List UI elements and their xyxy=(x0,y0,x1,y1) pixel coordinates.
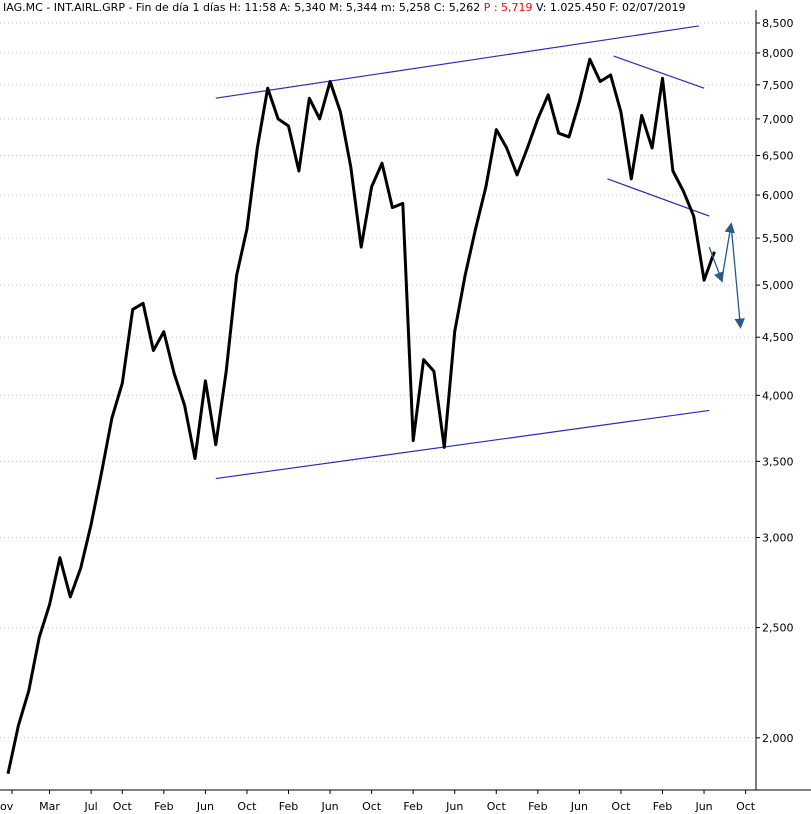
y-tick-label: 6,500 xyxy=(762,150,794,163)
projection-arrow xyxy=(721,222,735,281)
high-value: M: 5,344 xyxy=(329,1,378,14)
y-tick-label: 5,500 xyxy=(762,232,794,245)
price-line xyxy=(6,57,716,775)
x-tick-label: Oct xyxy=(113,800,133,813)
x-tick-label: Feb xyxy=(279,800,298,813)
hour-value: H: 11:58 xyxy=(229,1,277,14)
trendlines xyxy=(215,25,710,480)
trendline xyxy=(215,409,710,480)
low-value: m: 5,258 xyxy=(380,1,431,14)
volume-value: V: 1.025.450 xyxy=(536,1,606,14)
trendline xyxy=(613,55,705,89)
y-tick-label: 3,000 xyxy=(762,531,794,544)
open-value: A: 5,340 xyxy=(279,1,326,14)
x-tick-label: Oct xyxy=(736,800,756,813)
x-tick-label: Feb xyxy=(403,800,422,813)
x-tick-label: Jun xyxy=(694,800,712,813)
y-tick-label: 7,000 xyxy=(762,113,794,126)
x-tick-label: Oct xyxy=(362,800,382,813)
x-tick-label: Jun xyxy=(196,800,214,813)
close-value: C: 5,262 xyxy=(433,1,481,14)
grid-lines xyxy=(0,22,756,739)
x-tick-label: Oct xyxy=(611,800,631,813)
y-tick-label: 2,500 xyxy=(762,622,794,635)
y-tick-label: 4,500 xyxy=(762,331,794,344)
x-tick-label: ov xyxy=(0,800,14,813)
chart-header: IAG.MC - INT.AIRL.GRP - Fin de día 1 día… xyxy=(3,1,686,14)
y-tick-label: 7,500 xyxy=(762,79,794,92)
projection-arrows xyxy=(708,222,745,329)
y-tick-label: 8,500 xyxy=(762,17,794,30)
x-tick-label: Feb xyxy=(528,800,547,813)
trendline xyxy=(215,25,699,99)
x-axis-ticks: ov Mar Jul Oct Feb Jun Oct Feb Jun Oct Feb Jun Oct Fe… xyxy=(0,789,811,813)
pointer-value: P : 5,719 xyxy=(483,1,533,14)
y-tick-label: 5,000 xyxy=(762,279,794,292)
y-tick-label: 8,000 xyxy=(762,47,794,60)
y-tick-label: 3,500 xyxy=(762,455,794,468)
y-tick-label: 4,000 xyxy=(762,389,794,402)
y-tick-label: 6,000 xyxy=(762,189,794,202)
x-tick-label: Jul xyxy=(83,800,97,813)
y-tick-label: 2,000 xyxy=(762,732,794,745)
price-series xyxy=(6,57,716,775)
y-axis-ticks: 2,000 2,500 3,000 3,500 4,000 4,500 5,000 5,500… xyxy=(755,10,794,790)
x-tick-label: Oct xyxy=(487,800,507,813)
x-tick-label: Jun xyxy=(320,800,338,813)
projection-arrow xyxy=(730,224,745,329)
x-tick-label: Jun xyxy=(570,800,588,813)
projection-arrow xyxy=(708,246,724,283)
date-value: F: 02/07/2019 xyxy=(609,1,686,14)
x-tick-label: Feb xyxy=(154,800,173,813)
trendline xyxy=(607,178,710,217)
period-label: Fin de día 1 días xyxy=(135,1,226,14)
symbol-label: IAG.MC - INT.AIRL.GRP xyxy=(3,1,125,14)
x-tick-label: Mar xyxy=(39,800,60,813)
x-tick-label: Feb xyxy=(653,800,672,813)
x-tick-label: Jun xyxy=(445,800,463,813)
x-tick-label: Oct xyxy=(237,800,257,813)
